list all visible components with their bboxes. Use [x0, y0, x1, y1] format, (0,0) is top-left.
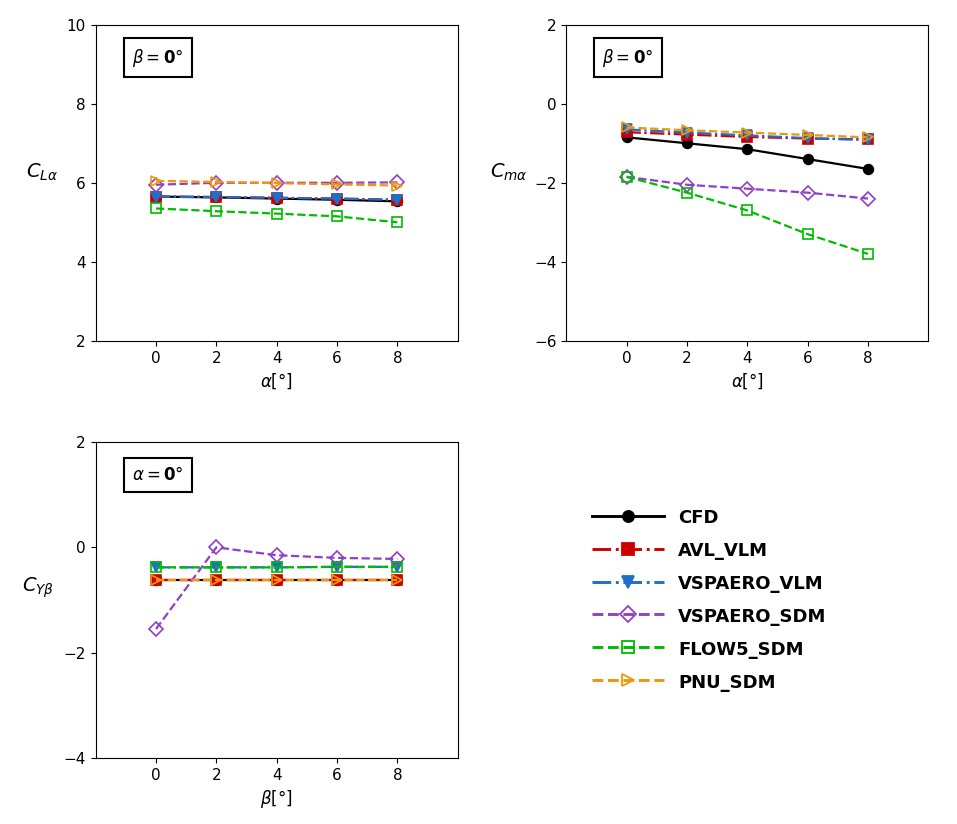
X-axis label: $\alpha[°]$: $\alpha[°]$ — [260, 371, 293, 391]
Text: $\beta = \mathbf{0}°$: $\beta = \mathbf{0}°$ — [603, 47, 654, 68]
Legend: CFD, AVL_VLM, VSPAERO_VLM, VSPAERO_SDM, FLOW5_SDM, PNU_SDM: CFD, AVL_VLM, VSPAERO_VLM, VSPAERO_SDM, … — [585, 501, 834, 699]
Y-axis label: $C_{m\alpha}$: $C_{m\alpha}$ — [490, 162, 528, 183]
Text: $\alpha = \mathbf{0}°$: $\alpha = \mathbf{0}°$ — [132, 466, 184, 484]
Text: $\beta = \mathbf{0}°$: $\beta = \mathbf{0}°$ — [132, 47, 183, 68]
Y-axis label: $C_{L\alpha}$: $C_{L\alpha}$ — [26, 162, 57, 183]
Y-axis label: $C_{Y\beta}$: $C_{Y\beta}$ — [22, 575, 55, 600]
X-axis label: $\alpha[°]$: $\alpha[°]$ — [731, 371, 764, 391]
X-axis label: $\beta[°]$: $\beta[°]$ — [260, 789, 293, 810]
